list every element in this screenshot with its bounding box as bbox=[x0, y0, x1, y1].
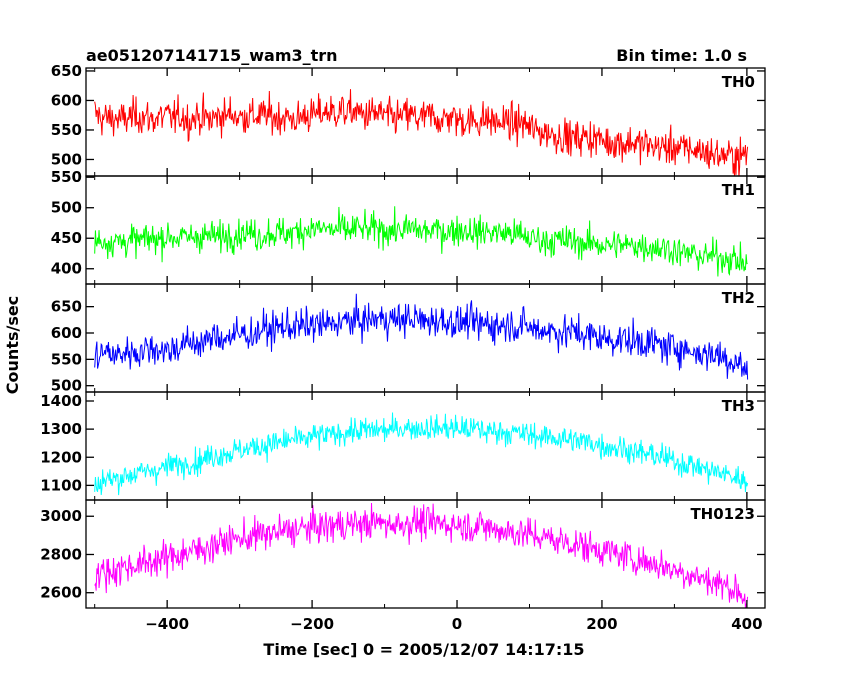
panels-group: 500550600650TH0400450500550TH15005506006… bbox=[40, 62, 766, 609]
y-tick-label: 550 bbox=[51, 350, 82, 368]
panel-frame bbox=[85, 391, 766, 501]
y-tick-label: 450 bbox=[51, 229, 82, 247]
light-curve-th2 bbox=[94, 293, 749, 380]
x-axis: −400 −200 0 200 400 bbox=[145, 615, 762, 633]
bin-time-label: Bin time: 1.0 s bbox=[616, 46, 747, 65]
x-tick-label: −400 bbox=[145, 615, 189, 633]
x-tick-label: 200 bbox=[586, 615, 617, 633]
y-tick-label: 600 bbox=[51, 91, 82, 109]
y-axis-label: Counts/sec bbox=[3, 296, 22, 394]
panel-label-th1: TH1 bbox=[722, 181, 755, 199]
panel-th2: 500 550 600 650 TH2 bbox=[51, 283, 766, 395]
panel-th3: 1100 1200 1300 1400 TH3 bbox=[40, 391, 766, 501]
y-tick-label: 650 bbox=[51, 298, 82, 316]
chart-title: ae051207141715_wam3_trn bbox=[86, 46, 338, 65]
panel-th0: 500 550 600 650 TH0 bbox=[51, 62, 766, 177]
panel-frame bbox=[85, 499, 766, 609]
panel-label-th0123: TH0123 bbox=[690, 505, 755, 523]
y-tick-label: 1300 bbox=[40, 420, 82, 438]
y-tick-label: 500 bbox=[51, 199, 82, 217]
y-tick-label: 550 bbox=[51, 168, 82, 186]
y-tick-label: 3000 bbox=[40, 507, 82, 525]
y-tick-label: 2600 bbox=[40, 584, 82, 602]
panel-label-th2: TH2 bbox=[722, 289, 755, 307]
y-tick-label: 650 bbox=[51, 62, 82, 80]
y-tick-label: 500 bbox=[51, 150, 82, 168]
light-curve-th0 bbox=[94, 89, 749, 176]
x-tick-label: 0 bbox=[452, 615, 462, 633]
light-curve-th3 bbox=[94, 412, 749, 496]
x-tick-label: 400 bbox=[731, 615, 762, 633]
y-tick-label: 400 bbox=[51, 260, 82, 278]
panel-label-th3: TH3 bbox=[722, 397, 755, 415]
light-curve-th1 bbox=[94, 206, 748, 277]
panel-th0123: 2600 2800 3000 TH0123 bbox=[40, 499, 766, 609]
y-tick-label: 550 bbox=[51, 121, 82, 139]
y-tick-label: 1100 bbox=[40, 476, 82, 494]
panel-label-th0: TH0 bbox=[722, 73, 755, 91]
x-tick-label: −200 bbox=[290, 615, 334, 633]
light-curve-th0123 bbox=[94, 503, 749, 608]
x-axis-label: Time [sec] 0 = 2005/12/07 14:17:15 bbox=[263, 640, 584, 659]
y-tick-label: 1200 bbox=[40, 448, 82, 466]
y-tick-label: 600 bbox=[51, 324, 82, 342]
panel-th1: 400 450 500 550 TH1 bbox=[51, 168, 766, 285]
y-tick-label: 2800 bbox=[40, 545, 82, 563]
y-tick-label: 1400 bbox=[40, 392, 82, 410]
y-tick-label: 500 bbox=[51, 377, 82, 395]
